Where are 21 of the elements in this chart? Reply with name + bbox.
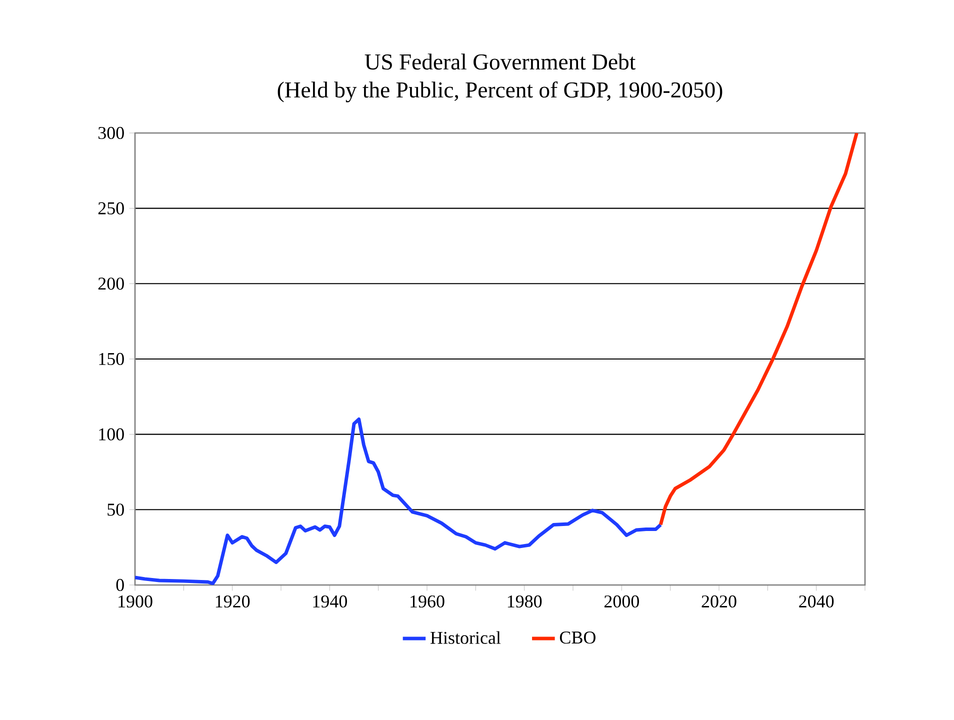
x-tick-label: 1960 (410, 595, 444, 608)
x-tick-label: 1940 (313, 595, 347, 608)
legend-label: CBO (560, 632, 596, 644)
x-tick-label: 2020 (702, 595, 736, 608)
legend-label: Historical (430, 631, 501, 644)
y-tick-label: 300 (98, 126, 124, 140)
x-tick-label: 2040 (799, 595, 834, 608)
y-tick-label: 50 (108, 504, 124, 516)
line-series (658, 132, 858, 526)
line-series (135, 418, 662, 585)
x-tick-label: 1980 (508, 595, 542, 608)
y-tick-label: 0 (116, 578, 124, 592)
chart-subtitle: (Held by the Public, Percent of GDP, 1900-2050) (278, 81, 722, 102)
y-tick-label: 250 (98, 202, 124, 214)
x-tick-label: 1900 (118, 595, 152, 608)
y-tick-label: 100 (99, 428, 124, 440)
x-tick-label: 2000 (604, 595, 639, 608)
chart-title: US Federal Government Debt (364, 54, 636, 70)
y-tick-label: 200 (98, 278, 124, 290)
y-tick-label: 150 (99, 352, 124, 366)
x-tick-label: 1920 (216, 595, 250, 608)
